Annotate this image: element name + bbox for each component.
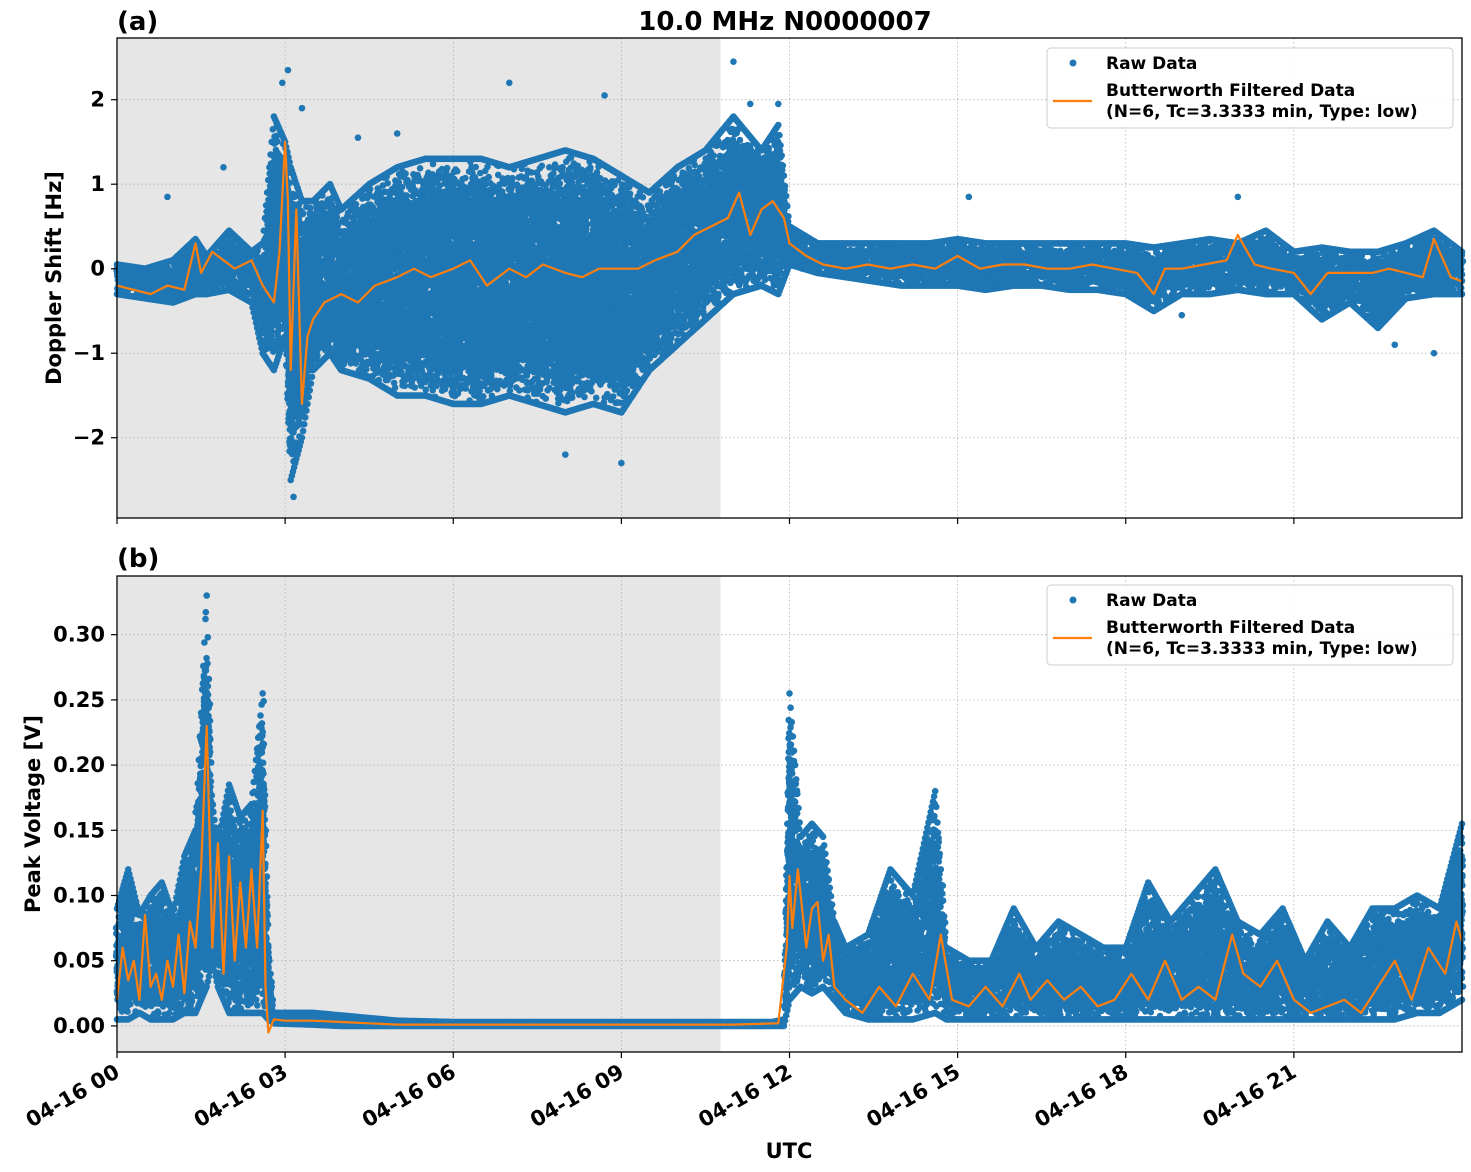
raw-data-point bbox=[299, 210, 307, 218]
raw-data-point bbox=[307, 380, 315, 387]
raw-data-point bbox=[300, 420, 308, 428]
raw-data-point bbox=[268, 328, 276, 336]
raw-data-point bbox=[306, 387, 314, 394]
raw-data-point bbox=[333, 221, 341, 228]
raw-data-point bbox=[304, 400, 311, 408]
raw-data-point bbox=[302, 414, 309, 421]
figure-title: 10.0 MHz N0000007 bbox=[638, 7, 931, 37]
panel-a-doppler-shift: (a) 210−1−2 Doppler Shift [Hz] Raw Data … bbox=[42, 7, 1467, 524]
raw-data-point bbox=[274, 138, 281, 145]
raw-data-point bbox=[305, 393, 313, 401]
raw-data-point bbox=[303, 407, 310, 415]
raw-data-point bbox=[298, 434, 306, 442]
raw-data-point bbox=[299, 427, 307, 435]
panel-a-label: (a) bbox=[117, 7, 158, 37]
panel-a-raw-data-series bbox=[113, 58, 1467, 501]
raw-data-point bbox=[308, 373, 316, 381]
